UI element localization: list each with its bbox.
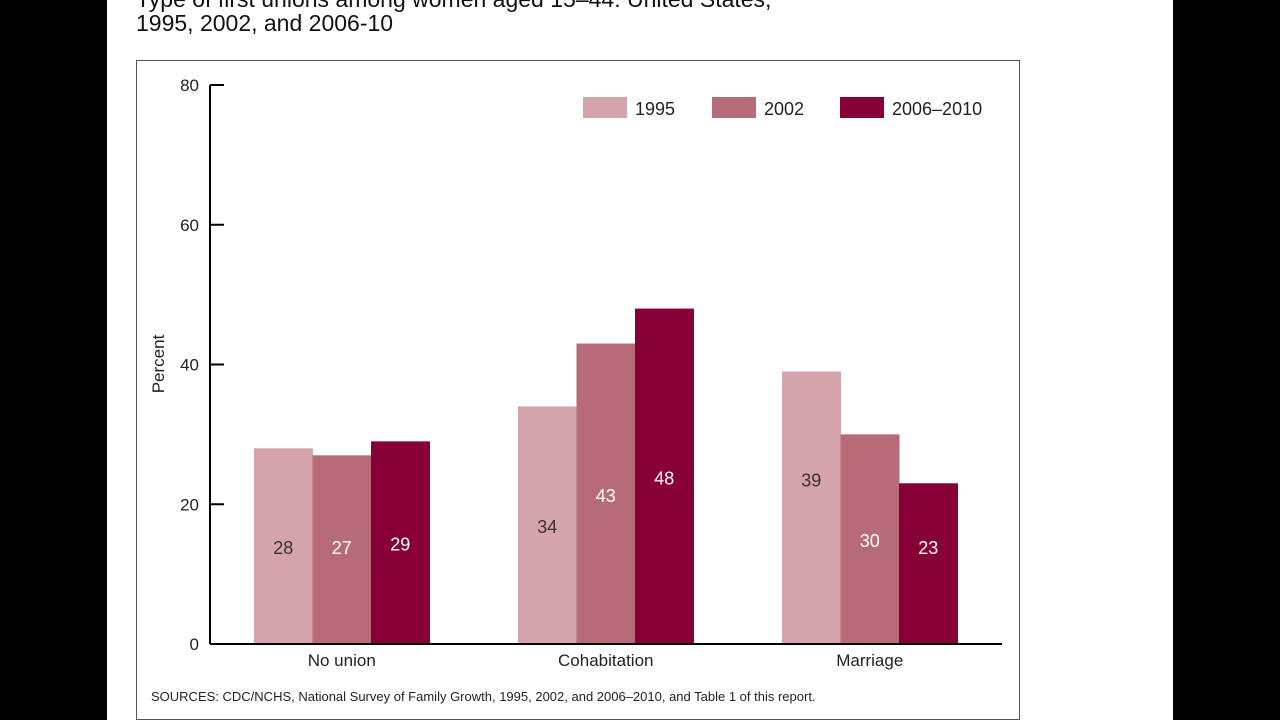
data-label: 30 bbox=[860, 531, 880, 551]
title-line-2: 1995, 2002, and 2006-10 bbox=[136, 10, 394, 36]
y-axis-label: Percent bbox=[149, 334, 168, 393]
bar-2002-Marriage bbox=[840, 434, 900, 644]
y-tick-label: 60 bbox=[180, 216, 199, 235]
title-line-1: Type of first unions among women aged 15… bbox=[136, 0, 771, 13]
legend-label: 1995 bbox=[635, 99, 675, 119]
legend-label: 2002 bbox=[764, 99, 804, 119]
legend-swatch-2002 bbox=[712, 97, 756, 118]
data-label: 27 bbox=[332, 538, 352, 558]
legend-swatch-1995 bbox=[583, 97, 627, 118]
data-label: 34 bbox=[537, 517, 557, 537]
data-label: 43 bbox=[596, 486, 616, 506]
source-note: SOURCES: CDC/NCHS, National Survey of Fa… bbox=[151, 689, 816, 704]
data-label: 28 bbox=[273, 538, 293, 558]
data-label: 29 bbox=[390, 535, 410, 555]
bar-2002-Cohabitation bbox=[576, 343, 636, 644]
x-tick-label: No union bbox=[308, 651, 376, 670]
bar-2002-No union bbox=[312, 455, 372, 644]
bar-2006–2010-No union bbox=[371, 441, 430, 644]
y-tick-label: 80 bbox=[180, 76, 199, 95]
data-label: 48 bbox=[654, 468, 674, 488]
legend-label: 2006–2010 bbox=[892, 99, 982, 119]
data-label: 39 bbox=[801, 471, 821, 491]
bar-1995-No union bbox=[254, 448, 313, 644]
x-tick-label: Cohabitation bbox=[558, 651, 653, 670]
bar-2006–2010-Cohabitation bbox=[635, 308, 694, 644]
legend-swatch-2006–2010 bbox=[840, 97, 884, 118]
data-label: 23 bbox=[918, 538, 938, 558]
y-tick-label: 0 bbox=[190, 635, 199, 654]
bar-1995-Cohabitation bbox=[518, 406, 577, 644]
bar-1995-Marriage bbox=[782, 371, 841, 644]
y-tick-label: 20 bbox=[180, 495, 199, 514]
x-tick-label: Marriage bbox=[836, 651, 903, 670]
bar-2006–2010-Marriage bbox=[899, 483, 958, 644]
y-tick-label: 40 bbox=[180, 356, 199, 375]
